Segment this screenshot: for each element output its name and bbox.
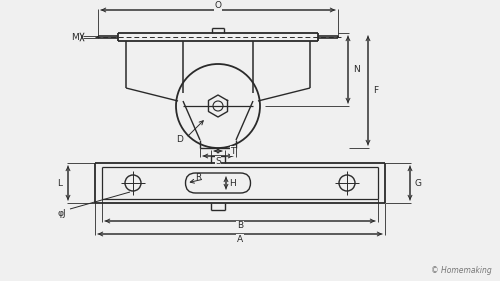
Text: S: S <box>215 157 221 166</box>
Text: T: T <box>230 146 235 155</box>
Text: D: D <box>176 135 184 144</box>
Text: R: R <box>195 173 201 182</box>
Text: L: L <box>58 178 62 187</box>
Text: O: O <box>214 1 222 10</box>
Text: N: N <box>352 65 360 74</box>
Text: M: M <box>71 33 79 42</box>
Text: © Homemaking: © Homemaking <box>431 266 492 275</box>
Text: φJ: φJ <box>58 209 66 217</box>
Text: F: F <box>374 86 378 95</box>
Text: G: G <box>414 178 422 187</box>
Text: B: B <box>237 221 243 230</box>
Text: A: A <box>237 235 243 244</box>
Text: H: H <box>230 178 236 187</box>
